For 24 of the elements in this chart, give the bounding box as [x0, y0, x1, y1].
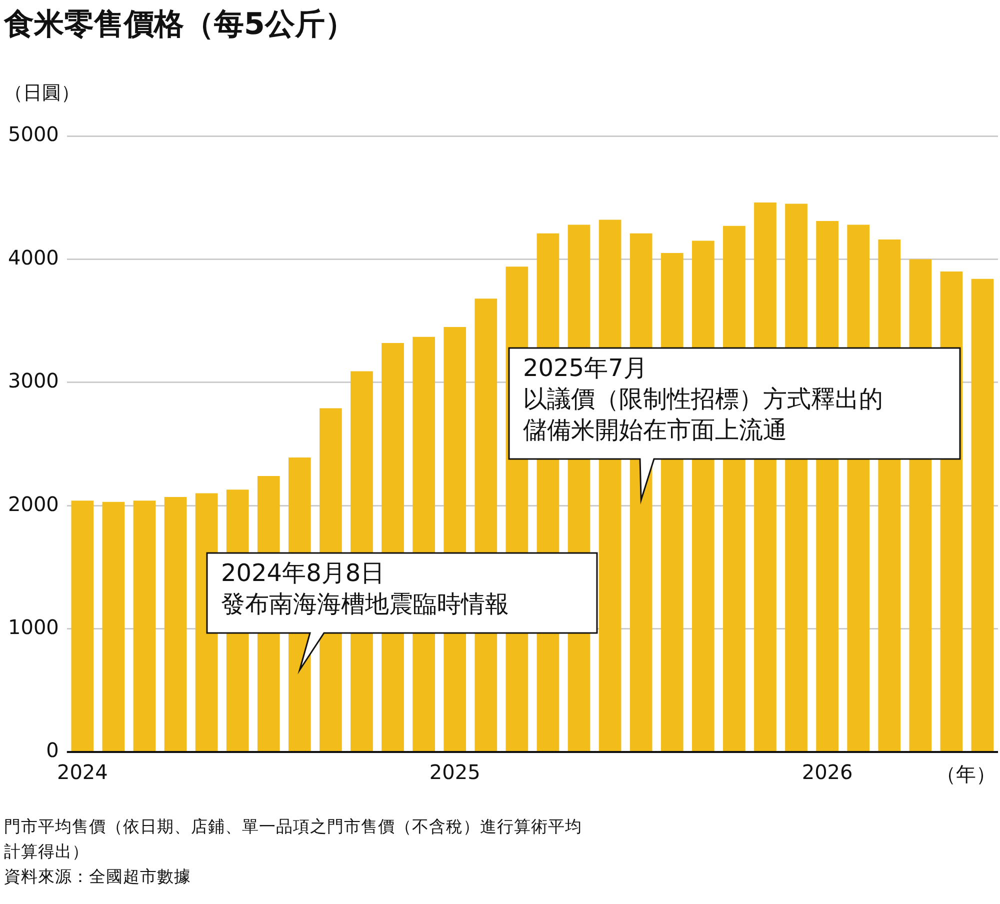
- annotation: 2024年8月8日: [221, 559, 385, 588]
- y-axis-title: （日圓）: [4, 81, 80, 106]
- y-tick-label: 2000: [8, 492, 59, 516]
- bar: [133, 500, 156, 752]
- y-tick-label: 5000: [8, 122, 59, 146]
- y-tick-label: 1000: [8, 615, 59, 640]
- text: 門市平均售價（依日期、店鋪、單一品項之門市售價（不含稅）進行算術平均計算得出）: [4, 816, 583, 863]
- bar: [71, 500, 94, 752]
- x-tick-label: 2026: [802, 760, 853, 784]
- chart-title: 食米零售價格（每5公斤）: [4, 6, 355, 44]
- bar: [102, 502, 125, 752]
- y-tick-label: 4000: [8, 245, 59, 270]
- annotation: 2025年7月: [523, 354, 648, 382]
- bar: [164, 496, 187, 752]
- bar: [971, 278, 994, 752]
- annotation: 儲備米開始在市面上流通: [523, 416, 787, 444]
- y-tick-label: 3000: [8, 368, 59, 393]
- annotation: 發布南海海槽地震臨時情報: [221, 590, 509, 618]
- source-note: 資料來源：全國超市數據: [4, 866, 192, 888]
- annotation: 以議價（限制性招標）方式釋出的: [523, 385, 883, 414]
- x-tick-label: 2025: [429, 760, 480, 784]
- x-tick-label: 2024: [56, 760, 108, 784]
- x-axis-title: （年）: [936, 762, 996, 786]
- y-tick-label: 0: [46, 738, 59, 762]
